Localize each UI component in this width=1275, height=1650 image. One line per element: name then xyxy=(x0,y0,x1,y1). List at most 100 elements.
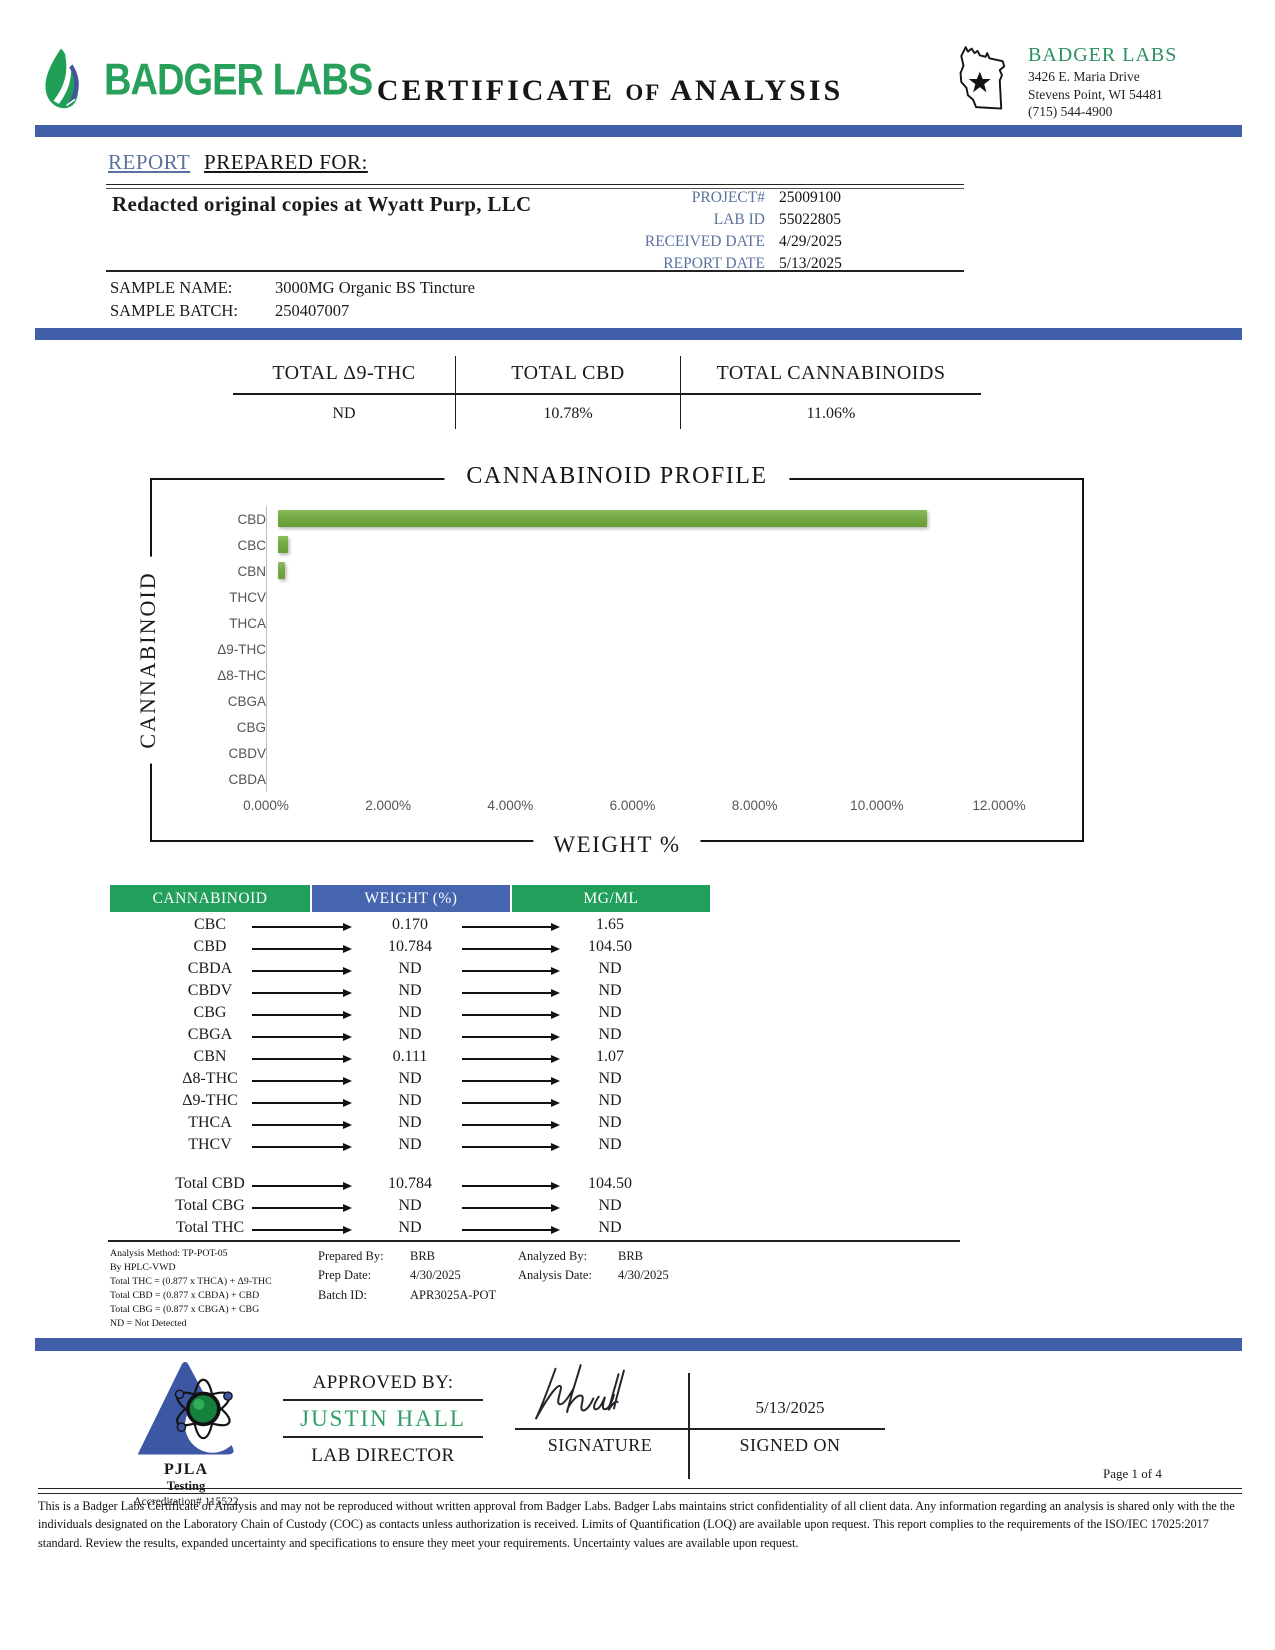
divider-bar xyxy=(35,1338,1242,1351)
arrow-icon xyxy=(462,1076,560,1086)
cannabinoid-name: CBN xyxy=(193,1048,227,1065)
table-row: CBG ND ND xyxy=(110,1004,710,1026)
arrow-icon xyxy=(252,1225,352,1235)
batch-id-value: APR3025A-POT xyxy=(410,1287,497,1302)
chart-bar-track xyxy=(277,662,999,688)
cannabinoid-name: Δ9-THC xyxy=(182,1092,238,1109)
vertical-divider xyxy=(688,1373,690,1479)
table-row: THCV ND ND xyxy=(110,1136,710,1158)
chart-category-label: CBGA xyxy=(227,693,266,709)
arrow-icon xyxy=(252,1054,352,1064)
mgml-value: ND xyxy=(598,1070,622,1087)
meta-label: LAB ID xyxy=(713,211,765,228)
cannabinoid-name: Δ8-THC xyxy=(182,1070,238,1087)
chart-bar-track xyxy=(277,766,999,792)
weight-value: 0.170 xyxy=(392,916,428,933)
mgml-value: ND xyxy=(598,1136,622,1153)
arrow-icon xyxy=(252,1076,352,1086)
arrow-icon xyxy=(462,1054,560,1064)
rule xyxy=(38,1488,1242,1494)
meta-value: 55022805 xyxy=(779,211,841,228)
table-row: Total CBD 10.784 104.50 xyxy=(110,1175,710,1197)
table-row: Δ8-THC ND ND xyxy=(110,1070,710,1092)
total-value: ND xyxy=(332,405,356,422)
chart-plot-area: CBD CBC CBN THCV THCA Δ9-THC Δ8-THC CBGA xyxy=(168,506,999,792)
method-note-line: Analysis Method: TP-POT-05 xyxy=(110,1248,228,1259)
arrow-icon xyxy=(462,1203,560,1213)
chart-category-label: Δ8-THC xyxy=(217,667,266,683)
prep-date-label: Prep Date: xyxy=(318,1268,372,1283)
signature-image xyxy=(534,1364,625,1420)
table-row: CBDV ND ND xyxy=(110,982,710,1004)
mgml-value: ND xyxy=(598,1004,622,1021)
pjla-accreditation-block: PJLA Testing Accreditation# 115522 xyxy=(96,1356,276,1508)
chart-bar-track xyxy=(277,636,999,662)
arrow-icon xyxy=(252,1120,352,1130)
chart-row: CBGA xyxy=(168,688,999,714)
prep-date-value: 4/30/2025 xyxy=(410,1268,461,1283)
arrow-icon xyxy=(252,1142,352,1152)
table-row: CBN 0.111 1.07 xyxy=(110,1048,710,1070)
chart-bar-track xyxy=(277,506,999,532)
divider-bar xyxy=(35,328,1242,340)
cannabinoid-name: THCA xyxy=(188,1114,232,1131)
report-meta-row: LAB ID 55022805 xyxy=(575,209,975,231)
weight-value: ND xyxy=(398,1219,422,1236)
chart-category-label: THCA xyxy=(229,615,266,631)
chart-row: CBG xyxy=(168,714,999,740)
batch-id-label: Batch ID: xyxy=(318,1287,367,1302)
prep-info: Prepared By: BRB Prep Date: 4/30/2025 Batc… xyxy=(318,1247,518,1330)
x-axis-tick-label: 2.000% xyxy=(365,798,412,813)
prepared-by-label: Prepared By: xyxy=(318,1249,384,1263)
mgml-value: ND xyxy=(598,1114,622,1131)
cannabinoid-name: CBC xyxy=(193,916,226,933)
mgml-value: ND xyxy=(598,982,622,999)
arrow-icon xyxy=(252,922,352,932)
chart-bar-track xyxy=(277,714,999,740)
meta-value: 25009100 xyxy=(779,189,841,206)
rule xyxy=(106,270,964,272)
signed-on-label: SIGNED ON xyxy=(739,1435,841,1455)
table-row: THCA ND ND xyxy=(110,1114,710,1136)
footer-disclaimer: This is a Badger Labs Certificate of Ana… xyxy=(38,1499,1235,1550)
report-meta-row: PROJECT# 25009100 xyxy=(575,187,975,209)
cannabinoid-name: CBDV xyxy=(187,982,233,999)
table-column-header: CANNABINOID xyxy=(110,885,310,912)
chart-category-label: Δ9-THC xyxy=(217,641,266,657)
table-column-header: MG/ML xyxy=(510,885,710,912)
analysis-info: Analyzed By: BRB Analysis Date: 4/30/2025 xyxy=(518,1247,669,1330)
weight-value: ND xyxy=(398,1070,422,1087)
total-label: TOTAL Δ9-THC xyxy=(233,356,455,395)
method-note-line: Total CBD = (0.877 x CBDA) + CBD xyxy=(110,1289,260,1301)
chart-category-label: CBC xyxy=(237,537,266,553)
arrow-icon xyxy=(462,1098,560,1108)
mgml-value: 104.50 xyxy=(588,1175,632,1192)
mgml-value: 1.65 xyxy=(596,916,624,933)
chart-bar-track xyxy=(277,688,999,714)
chart-category-label: CBN xyxy=(237,563,266,579)
method-note-line: ND = Not Detected xyxy=(110,1317,187,1329)
table-column-header: WEIGHT (%) xyxy=(310,885,510,912)
table-row: CBDA ND ND xyxy=(110,960,710,982)
arrow-icon xyxy=(462,922,560,932)
prepared-for-words: PREPARED FOR: xyxy=(204,150,368,174)
report-section-title: REPORT PREPARED FOR: xyxy=(108,150,368,175)
mgml-value: 1.07 xyxy=(596,1048,624,1065)
lab-address-line1: 3426 E. Maria Drive xyxy=(1028,69,1140,84)
sample-name-value: 3000MG Organic BS Tincture xyxy=(275,277,475,297)
chart-row: Δ8-THC xyxy=(168,662,999,688)
arrow-icon xyxy=(252,1010,352,1020)
total-label: TOTAL CBD xyxy=(456,356,680,395)
client-name: Redacted original copies at Wyatt Purp, … xyxy=(112,192,532,216)
mgml-value: 104.50 xyxy=(588,938,632,955)
cannabinoid-name: Total CBD xyxy=(175,1175,245,1192)
weight-value: ND xyxy=(398,982,422,999)
analysis-method-notes: Analysis Method: TP-POT-05 By HPLC-VWD Tot… xyxy=(110,1247,318,1330)
arrow-icon xyxy=(462,1032,560,1042)
totals-summary: TOTAL Δ9-THC ND TOTAL CBD 10.78% TOTAL C… xyxy=(233,356,981,429)
x-axis-tick-label: 12.000% xyxy=(972,798,1026,813)
arrow-icon xyxy=(462,988,560,998)
lab-phone: (715) 544-4900 xyxy=(1028,104,1113,120)
pjla-testing: Testing xyxy=(166,1479,206,1493)
